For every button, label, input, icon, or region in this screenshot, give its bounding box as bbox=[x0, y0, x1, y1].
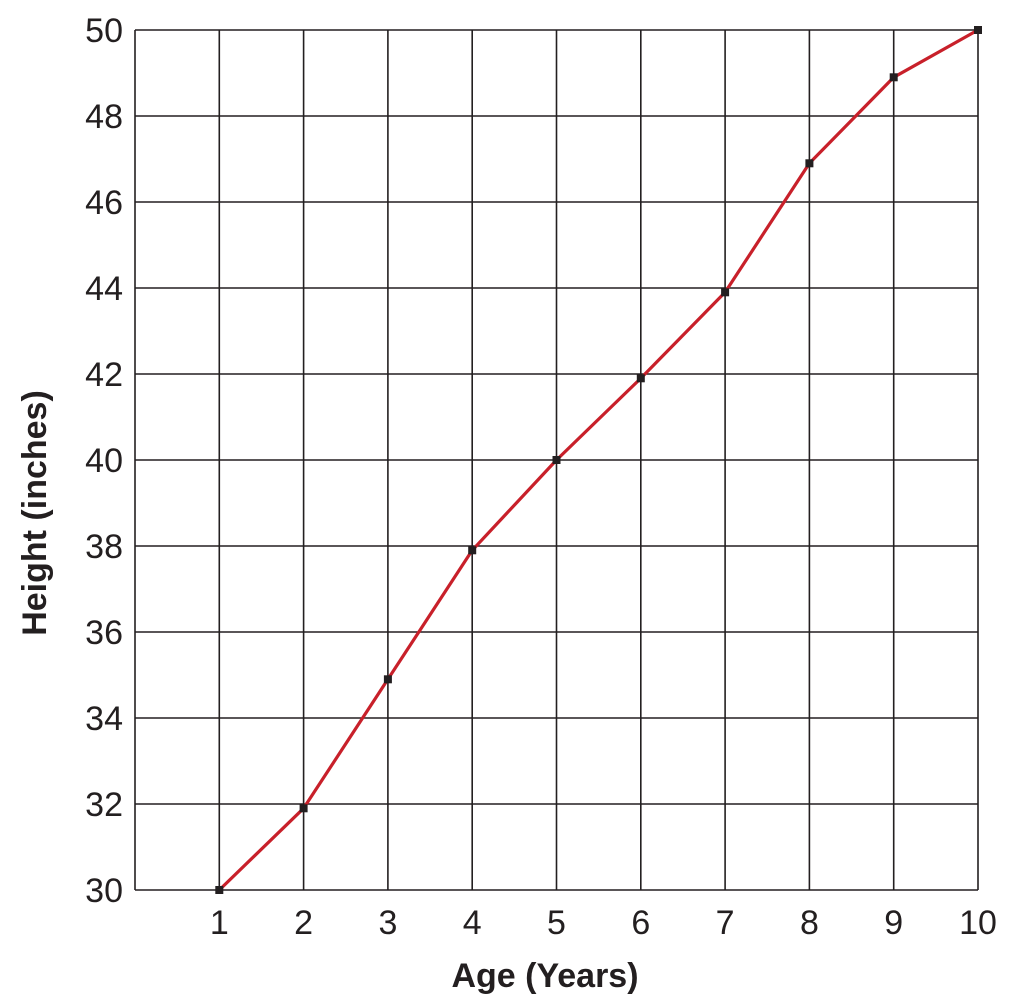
x-axis-ticks: 1 2 3 4 5 6 7 8 9 10 bbox=[210, 904, 997, 942]
data-point bbox=[468, 546, 477, 555]
y-tick-label: 32 bbox=[85, 786, 123, 824]
grid bbox=[134, 29, 979, 891]
data-point bbox=[215, 886, 224, 894]
y-tick-label: 46 bbox=[85, 184, 123, 222]
y-tick-label: 42 bbox=[85, 356, 123, 394]
x-tick-label: 2 bbox=[294, 904, 313, 942]
y-axis-title: Height (inches) bbox=[16, 390, 54, 636]
x-tick-label: 9 bbox=[884, 904, 903, 942]
x-tick-label: 8 bbox=[800, 904, 819, 942]
data-point bbox=[299, 804, 308, 813]
data-point bbox=[889, 73, 898, 82]
data-point bbox=[383, 675, 392, 684]
x-axis-title: Age (Years) bbox=[451, 957, 638, 995]
y-tick-label: 40 bbox=[85, 442, 123, 480]
x-tick-label: 1 bbox=[210, 904, 229, 942]
data-point bbox=[974, 26, 982, 34]
data-point bbox=[552, 456, 561, 464]
y-tick-label: 30 bbox=[85, 872, 123, 910]
y-axis-ticks: 30 32 34 36 38 40 42 44 46 48 50 bbox=[85, 12, 123, 910]
y-tick-label: 48 bbox=[85, 98, 123, 136]
series-line bbox=[218, 28, 979, 892]
data-point bbox=[805, 159, 814, 168]
x-tick-label: 4 bbox=[463, 904, 482, 942]
x-tick-label: 7 bbox=[716, 904, 735, 942]
y-tick-label: 34 bbox=[85, 700, 123, 738]
x-tick-label: 6 bbox=[631, 904, 650, 942]
y-tick-label: 38 bbox=[85, 528, 123, 566]
data-point bbox=[636, 374, 645, 383]
x-tick-label: 5 bbox=[547, 904, 566, 942]
y-tick-label: 50 bbox=[85, 12, 123, 50]
x-tick-label: 10 bbox=[959, 904, 997, 942]
series-layer bbox=[215, 26, 982, 894]
y-tick-label: 36 bbox=[85, 614, 123, 652]
data-point bbox=[721, 288, 730, 297]
x-tick-label: 3 bbox=[378, 904, 397, 942]
y-tick-label: 44 bbox=[85, 270, 123, 308]
